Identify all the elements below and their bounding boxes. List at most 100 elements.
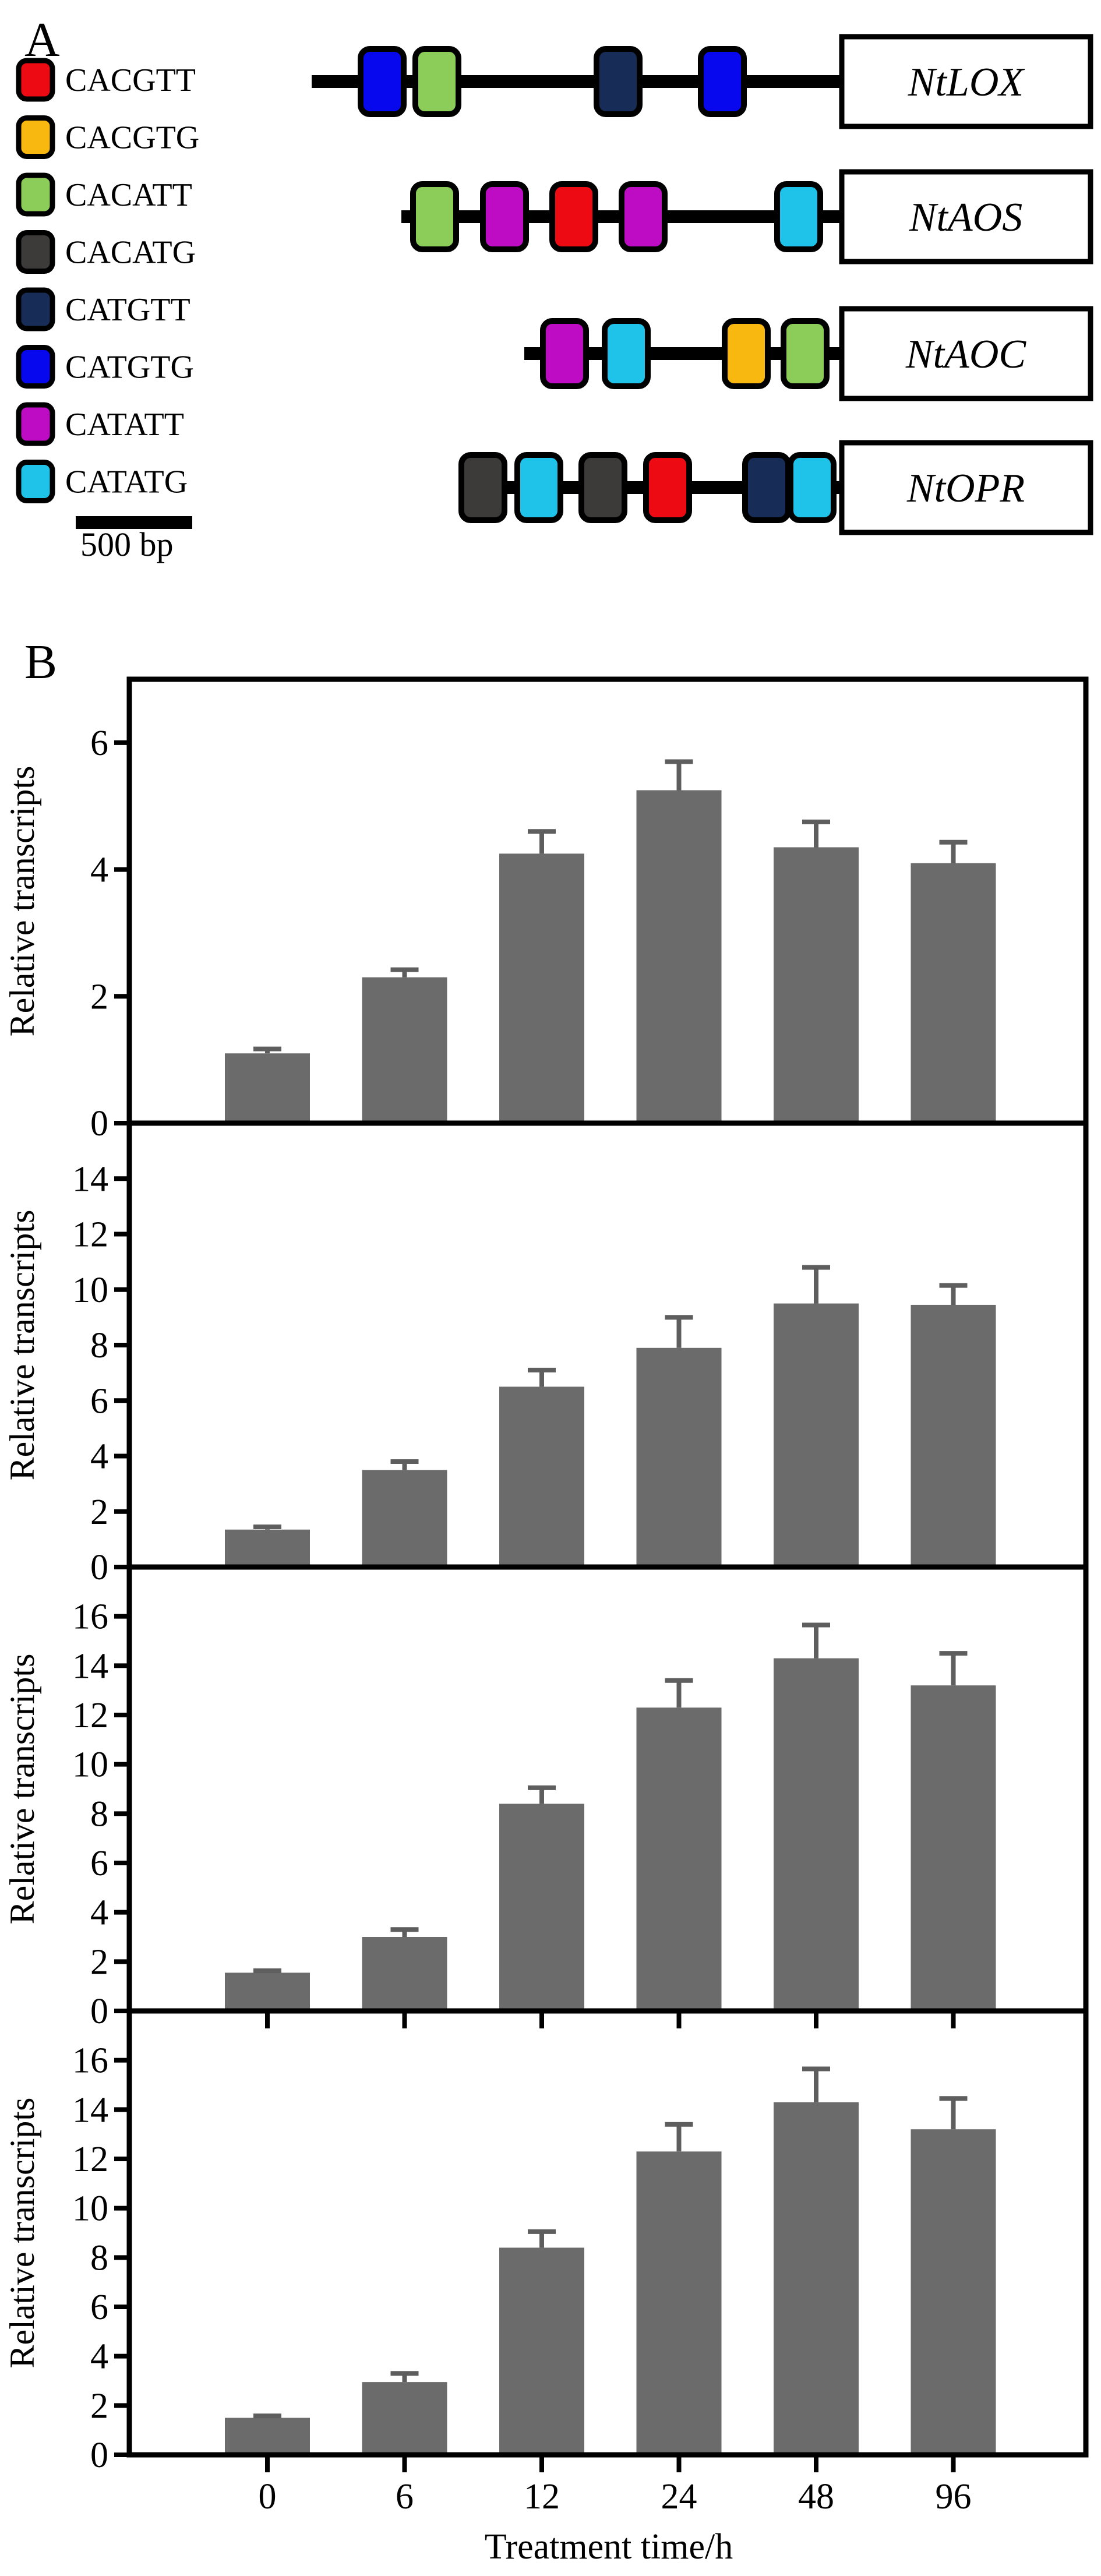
motif-box-cacgtt	[549, 181, 598, 252]
y-tick-label: 0	[90, 1104, 108, 1144]
motif-box-cacatg	[458, 452, 507, 523]
gene-label: NtOPR	[906, 466, 1025, 511]
y-tick-label: 10	[72, 1271, 108, 1310]
y-axis-label: Relative transcripts	[3, 1210, 41, 1481]
bar	[225, 1972, 310, 2011]
panel-b-label: B	[24, 635, 57, 689]
y-tick-label: 2	[90, 1492, 108, 1532]
y-tick-label: 6	[90, 724, 108, 763]
x-tick-label: 24	[661, 2477, 697, 2517]
y-tick-label: 14	[72, 1159, 108, 1199]
bar	[774, 1658, 859, 2011]
y-tick-label: 2	[90, 2386, 108, 2426]
y-axis-label: Relative transcripts	[3, 2098, 41, 2369]
x-tick-label: 0	[259, 2477, 277, 2517]
bar	[911, 1685, 996, 2011]
y-tick-label: 14	[72, 1646, 108, 1686]
bar	[911, 863, 996, 1123]
bar	[225, 1529, 310, 1567]
legend-swatch-cacgtg	[16, 115, 55, 159]
y-axis-label: Relative transcripts	[3, 1654, 41, 1925]
gene-label: NtLOX	[908, 60, 1026, 105]
x-tick-label: 12	[524, 2477, 560, 2517]
y-tick-label: 4	[90, 851, 108, 890]
bar	[911, 2129, 996, 2455]
gene-label-box	[839, 440, 1093, 535]
motif-box-catatg	[514, 452, 563, 523]
legend-label: CATGTT	[65, 292, 190, 328]
motif-box-catatt	[540, 318, 589, 389]
bar	[225, 2418, 310, 2455]
bar	[774, 1303, 859, 1567]
y-tick-label: 12	[72, 1696, 108, 1735]
bar	[636, 1347, 722, 1567]
legend-swatch-catgtg	[16, 345, 55, 389]
legend-label: CATGTG	[65, 350, 194, 386]
y-tick-label: 6	[90, 1381, 108, 1421]
legend-label: CACGTT	[65, 62, 196, 98]
y-tick-label: 4	[90, 2337, 108, 2377]
gene-label: NtAOS	[909, 195, 1022, 240]
gene-label: NtAOC	[905, 332, 1026, 377]
y-tick-label: 0	[90, 2436, 108, 2475]
legend-swatch-catgtt	[16, 287, 55, 331]
y-tick-label: 2	[90, 1942, 108, 1982]
bar	[636, 2151, 722, 2455]
motif-box-catatg	[788, 452, 837, 523]
motif-box-catatt	[619, 181, 668, 252]
y-tick-label: 2	[90, 977, 108, 1017]
bar	[499, 1804, 584, 2011]
motif-box-catgtg	[358, 46, 407, 117]
bar	[774, 847, 859, 1123]
bar	[362, 1470, 447, 1567]
legend-label: CACGTG	[65, 120, 199, 156]
motif-box-cacgtg	[722, 318, 771, 389]
motif-box-cacatt	[781, 318, 830, 389]
bar	[225, 1053, 310, 1123]
y-tick-label: 14	[72, 2090, 108, 2130]
legend-label: CACATG	[65, 235, 196, 271]
bar	[636, 1707, 722, 2011]
y-tick-label: 8	[90, 1326, 108, 1365]
motif-box-cacatt	[412, 46, 461, 117]
y-tick-label: 10	[72, 1745, 108, 1785]
y-tick-label: 0	[90, 1548, 108, 1587]
x-tick-label: 96	[936, 2477, 972, 2517]
bar	[362, 2382, 447, 2455]
y-tick-label: 4	[90, 1437, 108, 1477]
legend-label: CATATT	[65, 407, 184, 443]
y-tick-label: 8	[90, 1794, 108, 1834]
bar	[362, 977, 447, 1123]
scale-bar-label: 500 bp	[80, 525, 174, 563]
motif-box-catgtt	[742, 452, 791, 523]
y-tick-label: 10	[72, 2189, 108, 2229]
motif-box-catatg	[774, 181, 823, 252]
legend-swatch-catatt	[16, 402, 55, 446]
bar	[911, 1304, 996, 1567]
motif-box-cacgtt	[643, 452, 692, 523]
y-tick-label: 16	[72, 2041, 108, 2081]
gene-label-box	[839, 34, 1093, 129]
y-tick-label: 12	[72, 1215, 108, 1255]
bar	[636, 790, 722, 1123]
x-axis-label: Treatment time/h	[485, 2527, 733, 2567]
y-tick-label: 6	[90, 1844, 108, 1883]
motif-box-catgtg	[698, 46, 747, 117]
x-tick-label: 6	[396, 2477, 414, 2517]
motif-box-cacatt	[410, 181, 459, 252]
motif-box-cacatg	[578, 452, 627, 523]
legend-swatch-cacgtt	[16, 58, 55, 102]
motif-box-catgtt	[594, 46, 643, 117]
x-tick-label: 48	[798, 2477, 834, 2517]
legend-swatch-cacatt	[16, 172, 55, 217]
bar	[362, 1937, 447, 2011]
gene-label-box	[839, 306, 1093, 401]
gene-label-box	[839, 169, 1093, 264]
motif-box-catatg	[602, 318, 651, 389]
y-axis-label: Relative transcripts	[3, 766, 41, 1037]
bar	[499, 853, 584, 1123]
bar	[499, 1386, 584, 1567]
scale-bar	[76, 516, 192, 529]
